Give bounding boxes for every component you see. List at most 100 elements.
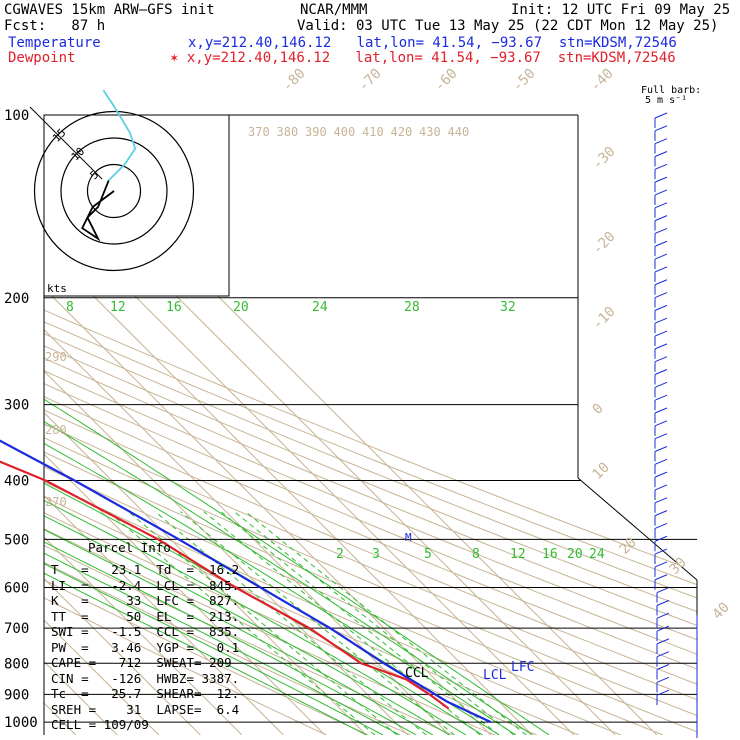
dry-adiabat bbox=[44, 115, 697, 735]
wind-barb-flag bbox=[654, 202, 668, 209]
mixing-ratio-line bbox=[203, 511, 481, 735]
theta-label: 290 bbox=[45, 350, 67, 364]
mixing-ratio-line bbox=[127, 511, 398, 735]
mixing-ratio-line bbox=[220, 511, 500, 735]
wind-barb-flag bbox=[654, 317, 668, 324]
wind-barb-flag bbox=[654, 292, 668, 299]
mixing-ratio-label: 32 bbox=[500, 300, 516, 315]
moist-adiabat bbox=[44, 297, 384, 735]
isotherm-line bbox=[44, 115, 201, 735]
hodograph-axis bbox=[29, 106, 103, 180]
hodograph-ring bbox=[33, 110, 195, 272]
temperature-legend: Temperature bbox=[8, 35, 101, 51]
moist-adiabat bbox=[44, 297, 417, 735]
parcel-info-row: PW = 3.46 YGP = 0.1 bbox=[51, 639, 240, 655]
theta-label: 270 bbox=[45, 495, 67, 509]
dewpoint-profile bbox=[0, 460, 450, 710]
pressure-label: 600 bbox=[4, 580, 29, 596]
temperature-profile bbox=[0, 439, 492, 724]
mixing-ratio-label: 28 bbox=[404, 300, 420, 315]
dry-adiabat bbox=[44, 115, 697, 735]
hodograph-trace-upper bbox=[102, 89, 137, 182]
hodograph-ring bbox=[86, 163, 142, 219]
forecast-hour: Fcst: 87 h bbox=[4, 18, 106, 34]
dry-adiabat bbox=[44, 115, 697, 735]
isotherm-line bbox=[0, 115, 34, 735]
isotherm-line bbox=[44, 115, 450, 735]
parcel-info-row: CIN = -126 HWBZ= 3387. bbox=[51, 670, 240, 686]
m-label: M bbox=[405, 531, 412, 544]
wind-barb-flag bbox=[654, 510, 668, 517]
moist-adiabat bbox=[44, 297, 367, 735]
wind-barb-flag bbox=[654, 176, 668, 183]
parcel-info-title: Parcel Info bbox=[88, 540, 171, 555]
moist-adiabat bbox=[44, 297, 517, 735]
wind-barb-flag bbox=[654, 138, 668, 145]
wind-barb-flag bbox=[654, 112, 668, 119]
dry-adiabat bbox=[44, 115, 369, 735]
pressure-label: 700 bbox=[4, 621, 29, 637]
moist-adiabat bbox=[44, 297, 467, 735]
pressure-label: 500 bbox=[4, 532, 29, 548]
isotherm-label: -80 bbox=[280, 66, 309, 95]
wind-barb-flag bbox=[654, 446, 668, 452]
dry-adiabat bbox=[44, 115, 622, 735]
moist-adiabat bbox=[44, 297, 533, 735]
mixing-ratio-label: 24 bbox=[589, 547, 605, 562]
mixing-ratio-label: 12 bbox=[110, 300, 126, 315]
dry-adiabat bbox=[44, 115, 664, 735]
pressure-label: 1000 bbox=[4, 715, 38, 731]
barb-legend-title: Full barb: bbox=[641, 85, 702, 96]
wind-barb-flag bbox=[656, 625, 670, 632]
wind-barb-flag bbox=[654, 420, 668, 427]
chart-grid bbox=[0, 114, 698, 735]
theta-label: 440 bbox=[448, 125, 470, 139]
mixing-ratio-label: 20 bbox=[567, 547, 583, 562]
wind-barb-flag bbox=[654, 394, 668, 401]
pressure-label: 400 bbox=[4, 474, 29, 490]
theta-label: 400 bbox=[334, 125, 356, 139]
init-time: Init: 12 UTC Fri 09 May 25 bbox=[511, 2, 731, 18]
mixing-ratio-line bbox=[233, 511, 515, 735]
wind-barb-flag bbox=[656, 599, 670, 606]
isotherm-line bbox=[44, 115, 160, 735]
dry-adiabat bbox=[44, 115, 495, 735]
dry-adiabat bbox=[44, 115, 697, 735]
theta-label: 430 bbox=[419, 125, 441, 139]
mixing-ratio-label: 2 bbox=[336, 547, 344, 562]
isotherm-label: 20 bbox=[617, 535, 640, 558]
pressure-label: 800 bbox=[4, 656, 29, 672]
wind-barb-flag bbox=[654, 266, 668, 273]
dry-adiabat bbox=[44, 115, 697, 735]
mixing-ratio-line bbox=[180, 511, 455, 735]
wind-barb-flag bbox=[654, 215, 668, 222]
wind-barb-flag bbox=[654, 407, 668, 414]
temperature-location: x,y=212.40,146.12 lat,lon= 41.54, −93.67… bbox=[188, 35, 677, 51]
mixing-ratio-label: 12 bbox=[510, 547, 526, 562]
model-title: CGWAVES 15km ARW–GFS init bbox=[4, 2, 215, 18]
wind-barb-flag bbox=[654, 125, 668, 132]
isotherm-line bbox=[44, 115, 492, 735]
temperature-line bbox=[0, 439, 492, 724]
wind-barb-flag bbox=[654, 227, 668, 234]
parcel-info-row: CAPE = 712 SWEAT= 209 bbox=[51, 655, 232, 670]
wind-barb-flag bbox=[654, 304, 668, 311]
wind-barb-flag bbox=[654, 151, 668, 157]
wind-barb-flag bbox=[654, 458, 668, 465]
parcel-info-row: SWI = -1.5 CCL = 835. bbox=[51, 624, 240, 639]
isotherm-label: -20 bbox=[590, 229, 619, 258]
wind-barb-flag bbox=[656, 676, 670, 683]
pressure-label: 300 bbox=[4, 398, 29, 414]
dry-adiabat bbox=[44, 115, 537, 735]
moist-adiabat bbox=[44, 297, 550, 735]
wind-barb-flag bbox=[654, 522, 668, 529]
isotherm-label: -60 bbox=[432, 66, 461, 95]
mixing-ratio-label: 8 bbox=[472, 547, 480, 562]
pressure-label: 100 bbox=[4, 108, 29, 124]
wind-barb-flag bbox=[654, 574, 668, 581]
mixing-ratio-line bbox=[154, 511, 427, 735]
parcel-info-row: Tc = 25.7 SHEAR= 12. bbox=[51, 686, 240, 701]
wind-barb-flag bbox=[654, 433, 668, 440]
